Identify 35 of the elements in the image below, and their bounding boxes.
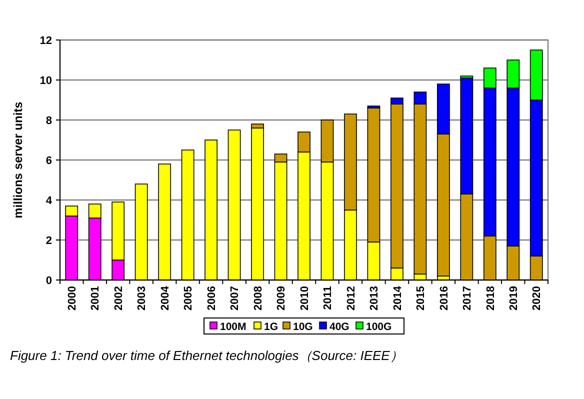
y-tick-label: 8 xyxy=(46,114,52,127)
y-tick-label: 0 xyxy=(46,274,52,287)
x-tick-label: 2001 xyxy=(90,286,102,310)
x-tick-label: 2015 xyxy=(415,286,428,310)
y-tick-label: 4 xyxy=(46,194,53,207)
x-tick-label: 2013 xyxy=(368,286,381,310)
x-tick-label: 2006 xyxy=(206,286,218,310)
y-tick-label: 6 xyxy=(46,154,52,167)
x-tick-label: 2012 xyxy=(345,286,358,310)
legend-label: 1G xyxy=(264,321,278,333)
x-tick-label: 2017 xyxy=(462,286,474,310)
x-tick-label: 2007 xyxy=(229,286,242,310)
x-tick-label: 2009 xyxy=(276,286,288,310)
y-axis-title: millions server units xyxy=(11,101,25,218)
x-tick-label: 2000 xyxy=(66,286,78,310)
x-tick-label: 2020 xyxy=(531,286,544,310)
x-tick-label: 2003 xyxy=(136,286,148,310)
y-tick-label: 12 xyxy=(40,34,52,47)
x-tick-label: 2010 xyxy=(298,286,311,310)
x-tick-label: 2005 xyxy=(182,286,195,310)
legend-label: 100G xyxy=(366,321,392,333)
y-tick-label: 10 xyxy=(40,74,52,87)
x-tick-label: 2002 xyxy=(112,286,125,310)
x-tick-label: 2016 xyxy=(438,286,450,310)
x-tick-label: 2008 xyxy=(252,286,264,310)
x-tick-label: 2014 xyxy=(392,285,404,310)
caption: Figure 1: Trend over time of Ethernet technologies（Source: IEEE） xyxy=(10,348,403,363)
legend-label: 40G xyxy=(330,321,350,333)
x-tick-label: 2011 xyxy=(322,286,334,310)
x-tick-label: 2004 xyxy=(159,285,172,310)
legend-label: 10G xyxy=(293,321,313,333)
y-tick-label: 2 xyxy=(46,234,52,247)
x-tick-label: 2019 xyxy=(508,286,520,310)
legend-label: 100M xyxy=(220,321,247,333)
x-tick-label: 2018 xyxy=(484,286,497,310)
